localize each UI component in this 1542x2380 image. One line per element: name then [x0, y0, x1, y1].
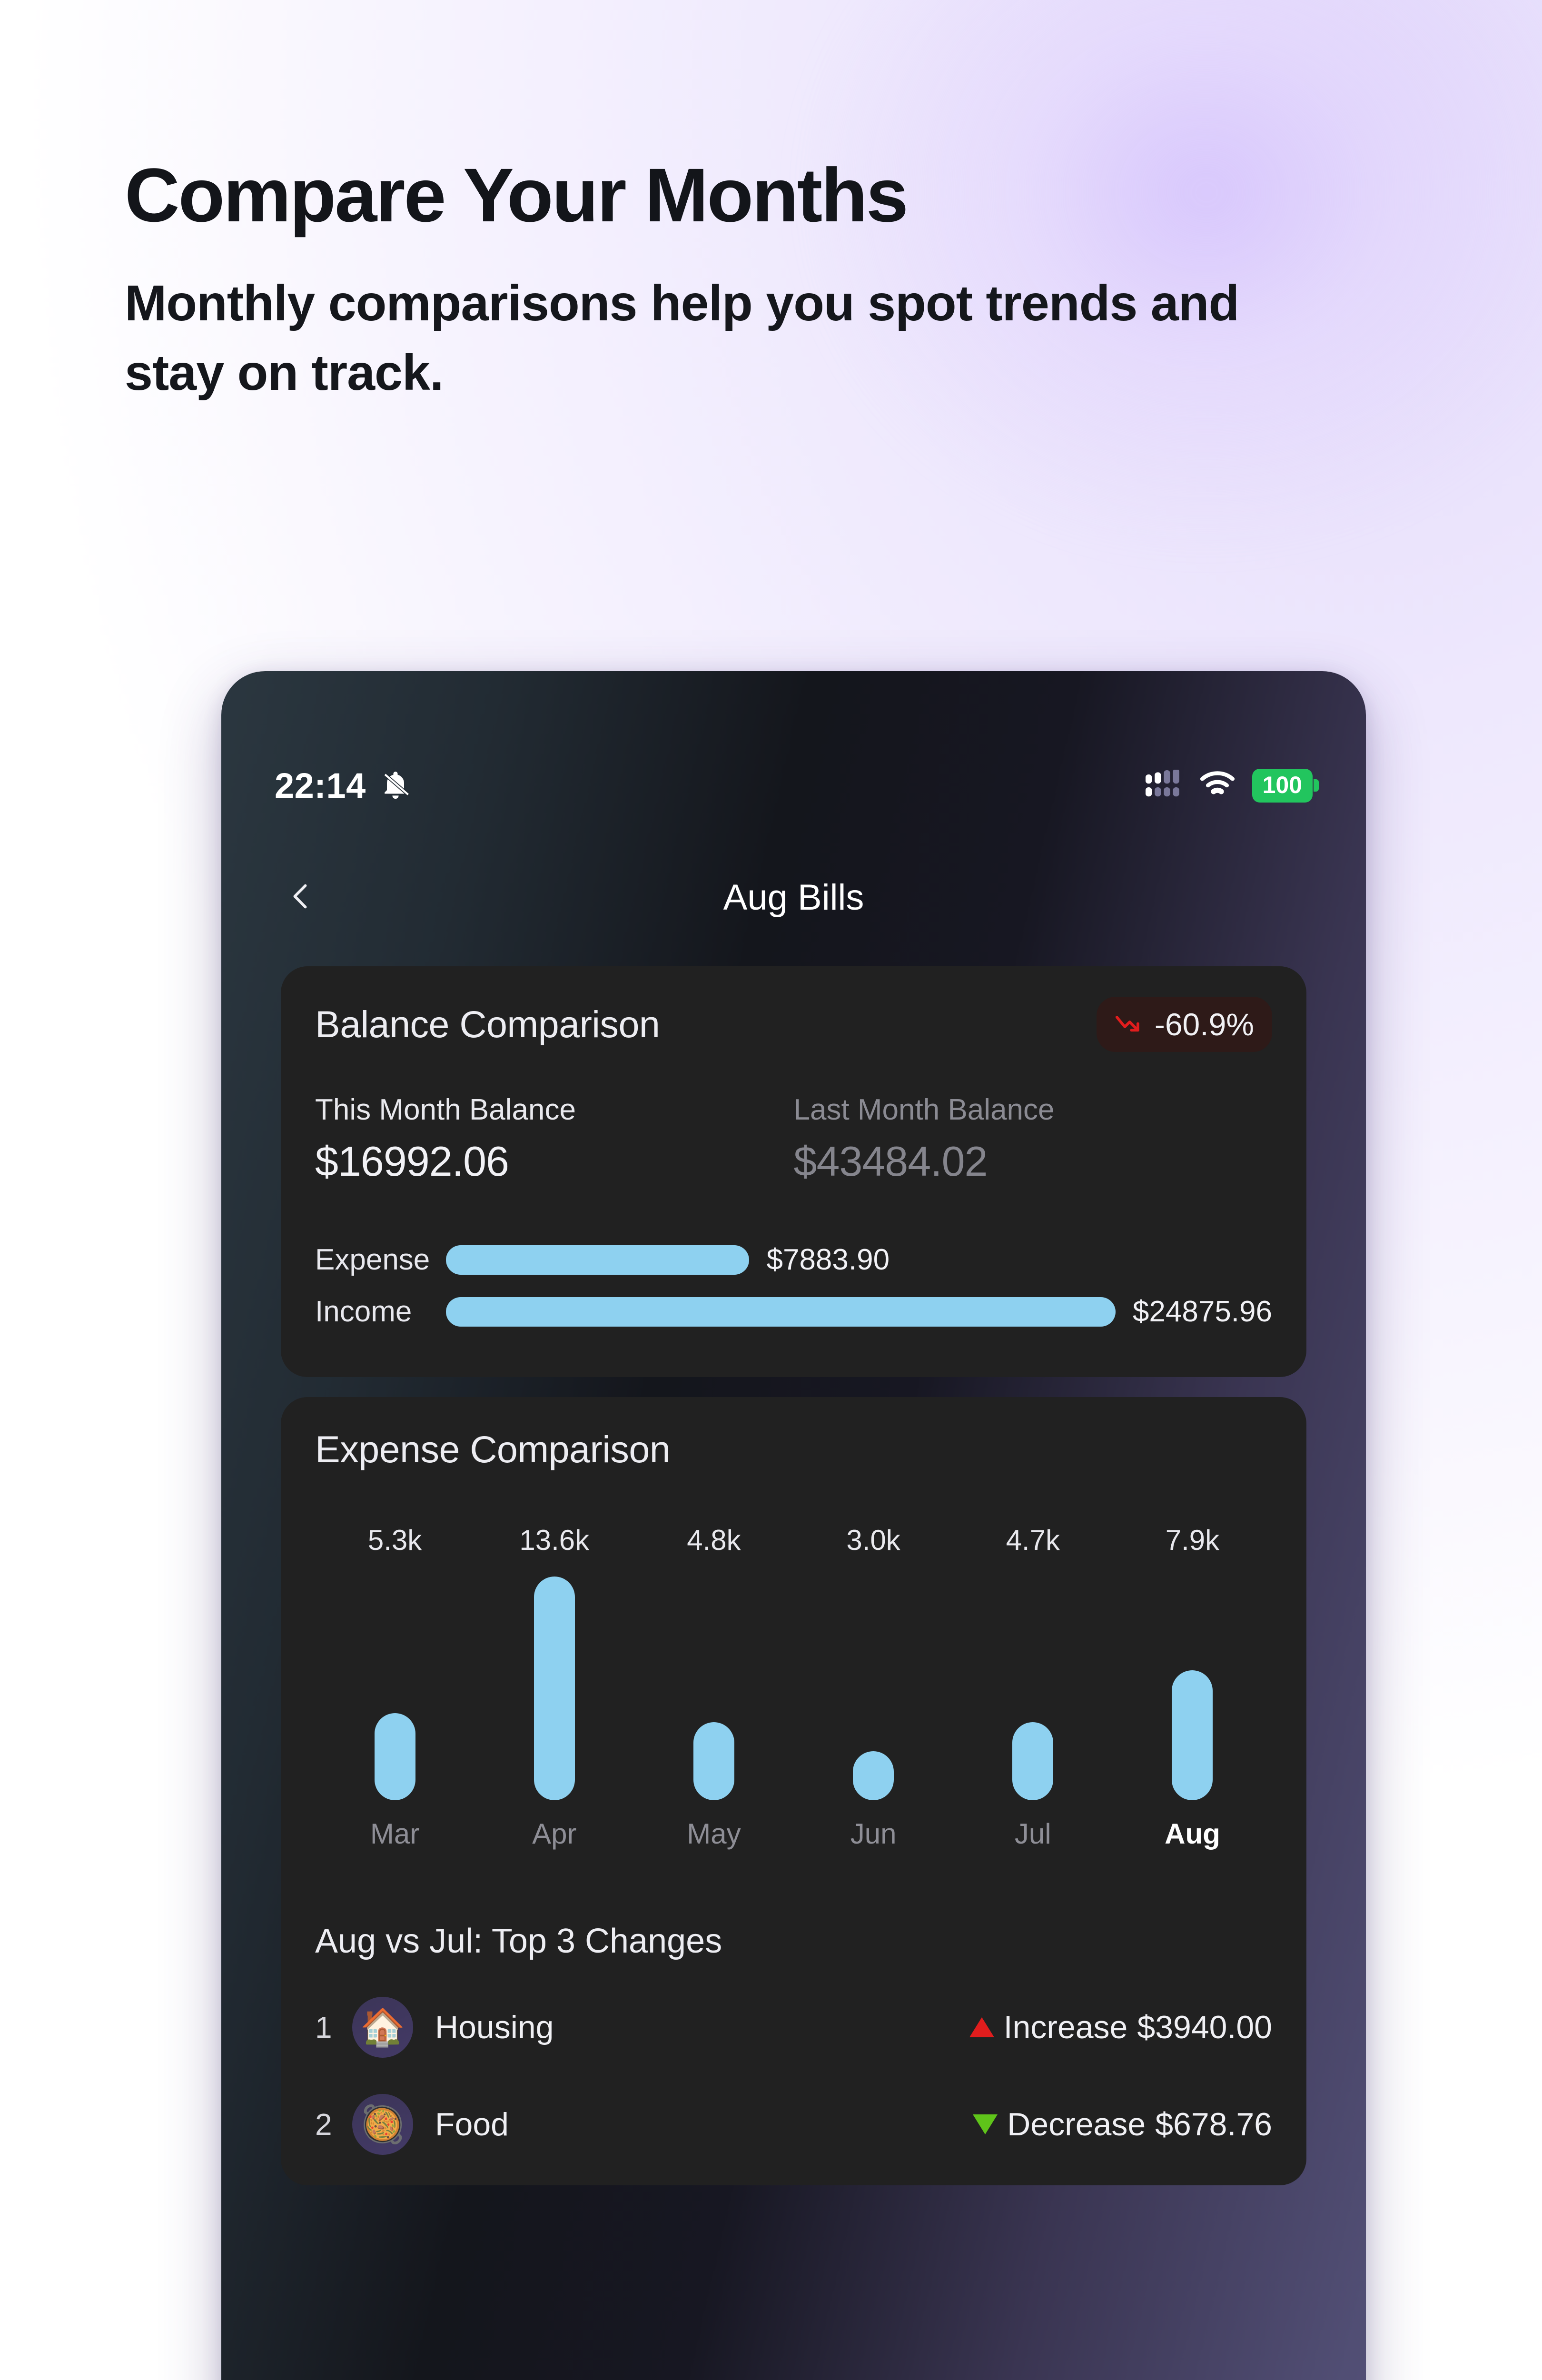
last-month-balance: Last Month Balance $43484.02 [794, 1093, 1273, 1186]
cellular-signal-icon [1145, 768, 1183, 802]
bar-value: 4.8k [687, 1524, 741, 1556]
expense-bar [446, 1245, 750, 1275]
change-direction: Decrease [1007, 2106, 1146, 2142]
expense-comparison-card[interactable]: Expense Comparison 5.3k 13.6k 4.8k 3.0k … [281, 1397, 1306, 2185]
status-bar-left: 22:14 [275, 765, 413, 806]
phone-mockup: 22:14 [221, 671, 1366, 2380]
food-icon: 🥘 [352, 2094, 413, 2155]
rank: 2 [315, 2107, 332, 2142]
balance-card-header: Balance Comparison -60.9% [315, 997, 1272, 1052]
nav-bar: Aug Bills [221, 828, 1366, 966]
category-name: Food [435, 2106, 509, 2142]
month-labels: Mar Apr May Jun Jul Aug [315, 1817, 1272, 1850]
last-month-amount: $43484.02 [793, 1138, 988, 1185]
status-bar: 22:14 [221, 671, 1366, 828]
expense-card-title: Expense Comparison [315, 1428, 671, 1470]
triangle-up-icon [969, 2017, 994, 2037]
expense-amount: $7883.90 [766, 1243, 890, 1276]
status-badge: -60.9% [1096, 997, 1272, 1052]
bar-columns [315, 1577, 1272, 1800]
bar-may[interactable] [693, 1722, 734, 1800]
expense-bar-chart: 5.3k 13.6k 4.8k 3.0k 4.7k 7.9k Mar Apr M… [315, 1524, 1272, 1850]
house-icon: 🏠 [352, 1997, 413, 2058]
month-label-jun: Jun [850, 1818, 897, 1850]
month-label-may: May [687, 1818, 741, 1850]
change-indicator: Increase $3940.00 [969, 2009, 1272, 2046]
change-amount: $3940.00 [1137, 2009, 1272, 2045]
subheadline: Monthly comparisons help you spot trends… [125, 275, 1239, 401]
month-label-aug: Aug [1165, 1818, 1220, 1850]
top-changes-title: Aug vs Jul: Top 3 Changes [315, 1922, 722, 1960]
balance-values: This Month Balance $16992.06 Last Month … [315, 1093, 1272, 1186]
month-label-jul: Jul [1014, 1818, 1051, 1850]
flow-bars: Expense $7883.90 Income $24875.96 [315, 1243, 1272, 1329]
last-month-label: Last Month Balance [793, 1093, 1055, 1126]
trending-down-icon [1115, 1011, 1144, 1038]
income-label: Income [315, 1295, 412, 1328]
expense-label: Expense [315, 1243, 430, 1276]
page-title: Aug Bills [723, 877, 864, 918]
back-button[interactable] [275, 871, 327, 923]
background-glow [801, 0, 1542, 550]
clock: 22:14 [275, 765, 366, 805]
income-amount: $24875.96 [1132, 1295, 1272, 1328]
bell-off-icon [378, 767, 413, 804]
change-direction: Increase [1003, 2009, 1128, 2045]
list-item[interactable]: 1 🏠 Housing Increase $3940.00 [315, 1997, 1272, 2058]
this-month-label: This Month Balance [315, 1093, 576, 1126]
triangle-down-icon [973, 2114, 998, 2134]
this-month-balance: This Month Balance $16992.06 [315, 1093, 794, 1186]
month-label-mar: Mar [370, 1818, 420, 1850]
bar-mar[interactable] [374, 1713, 415, 1800]
bar-jul[interactable] [1012, 1722, 1054, 1800]
bar-value: 7.9k [1165, 1524, 1220, 1556]
marketing-copy: Compare Your Months Monthly comparisons … [125, 157, 1343, 408]
bar-value: 13.6k [519, 1524, 590, 1556]
headline: Compare Your Months [125, 152, 909, 238]
bar-value: 3.0k [846, 1524, 900, 1556]
this-month-amount: $16992.06 [315, 1138, 509, 1185]
list-item[interactable]: 2 🥘 Food Decrease $678.76 [315, 2094, 1272, 2155]
bar-value-labels: 5.3k 13.6k 4.8k 3.0k 4.7k 7.9k [315, 1524, 1272, 1557]
battery-badge: 100 [1252, 768, 1313, 803]
bar-jun[interactable] [853, 1751, 894, 1800]
balance-card-title: Balance Comparison [315, 1003, 660, 1045]
bar-value: 5.3k [367, 1524, 422, 1556]
bar-apr[interactable] [534, 1577, 575, 1800]
wifi-icon [1199, 770, 1236, 802]
balance-comparison-card[interactable]: Balance Comparison -60.9% This Month Bal… [281, 966, 1306, 1377]
bar-aug[interactable] [1172, 1670, 1213, 1800]
chevron-left-icon [284, 879, 318, 916]
delta-percent: -60.9% [1154, 1007, 1254, 1042]
month-label-apr: Apr [532, 1818, 577, 1850]
income-flow-row: Income $24875.96 [315, 1295, 1272, 1329]
change-amount: $678.76 [1155, 2106, 1272, 2142]
rank: 1 [315, 2010, 332, 2044]
category-name: Housing [435, 2009, 554, 2045]
income-bar [446, 1297, 1116, 1327]
bar-value: 4.7k [1006, 1524, 1060, 1556]
expense-flow-row: Expense $7883.90 [315, 1243, 1272, 1277]
change-indicator: Decrease $678.76 [973, 2106, 1272, 2143]
status-bar-right: 100 [1145, 768, 1313, 803]
